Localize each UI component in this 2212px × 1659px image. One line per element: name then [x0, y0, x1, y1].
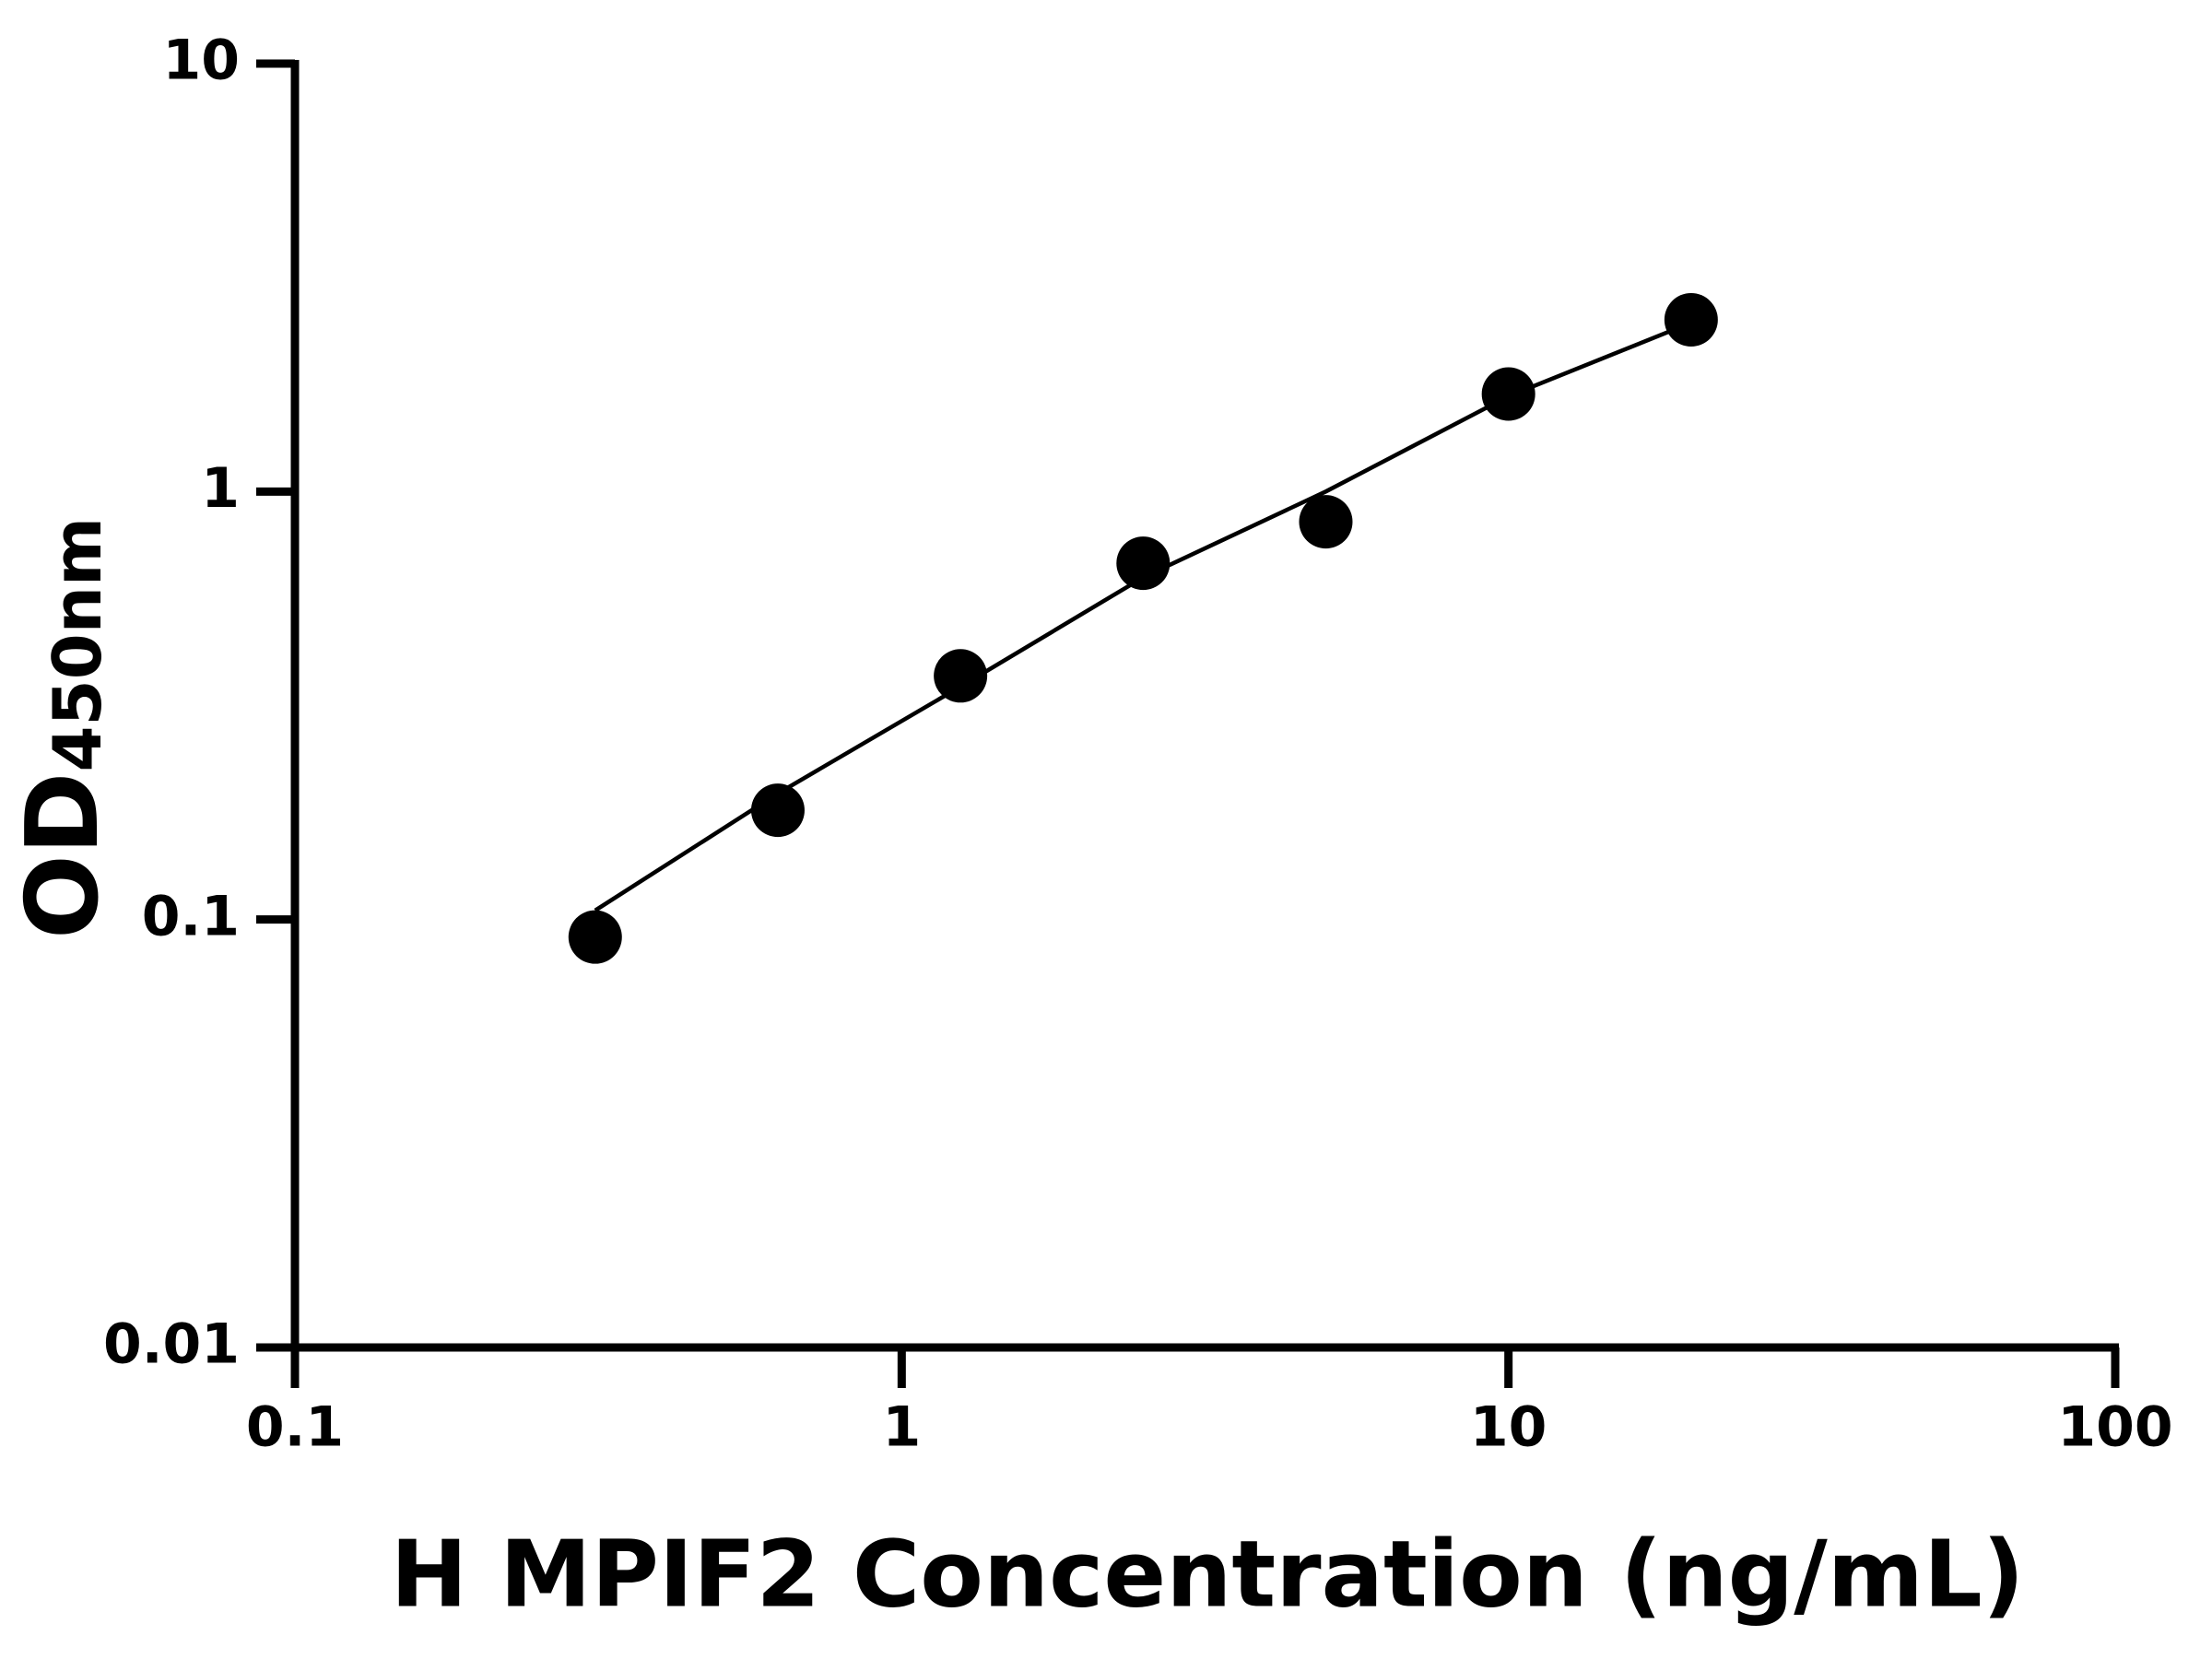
data-point [1299, 495, 1353, 549]
x-tick-label: 10 [1470, 1395, 1547, 1460]
y-tick-label: 10 [163, 29, 241, 93]
x-tick-label: 100 [2057, 1395, 2172, 1460]
data-point [568, 910, 622, 964]
y-tick-label: 0.01 [103, 1312, 240, 1377]
y-axis-label-subscript: 450nm [39, 517, 116, 772]
x-axis-label: H MPIF2 Concentration (ng/mL) [391, 1520, 2025, 1628]
y-tick-label: 0.1 [142, 884, 240, 948]
data-point [934, 649, 988, 703]
x-tick-label: 0.1 [246, 1395, 344, 1460]
data-point [750, 783, 805, 838]
data-point [1116, 536, 1171, 591]
y-axis-label-main: OD [6, 772, 121, 939]
data-point [1481, 367, 1535, 421]
y-axis-label: OD450nm [6, 517, 121, 939]
data-point [1664, 292, 1718, 347]
y-tick-label: 1 [201, 456, 240, 521]
x-tick-label: 1 [882, 1395, 921, 1460]
